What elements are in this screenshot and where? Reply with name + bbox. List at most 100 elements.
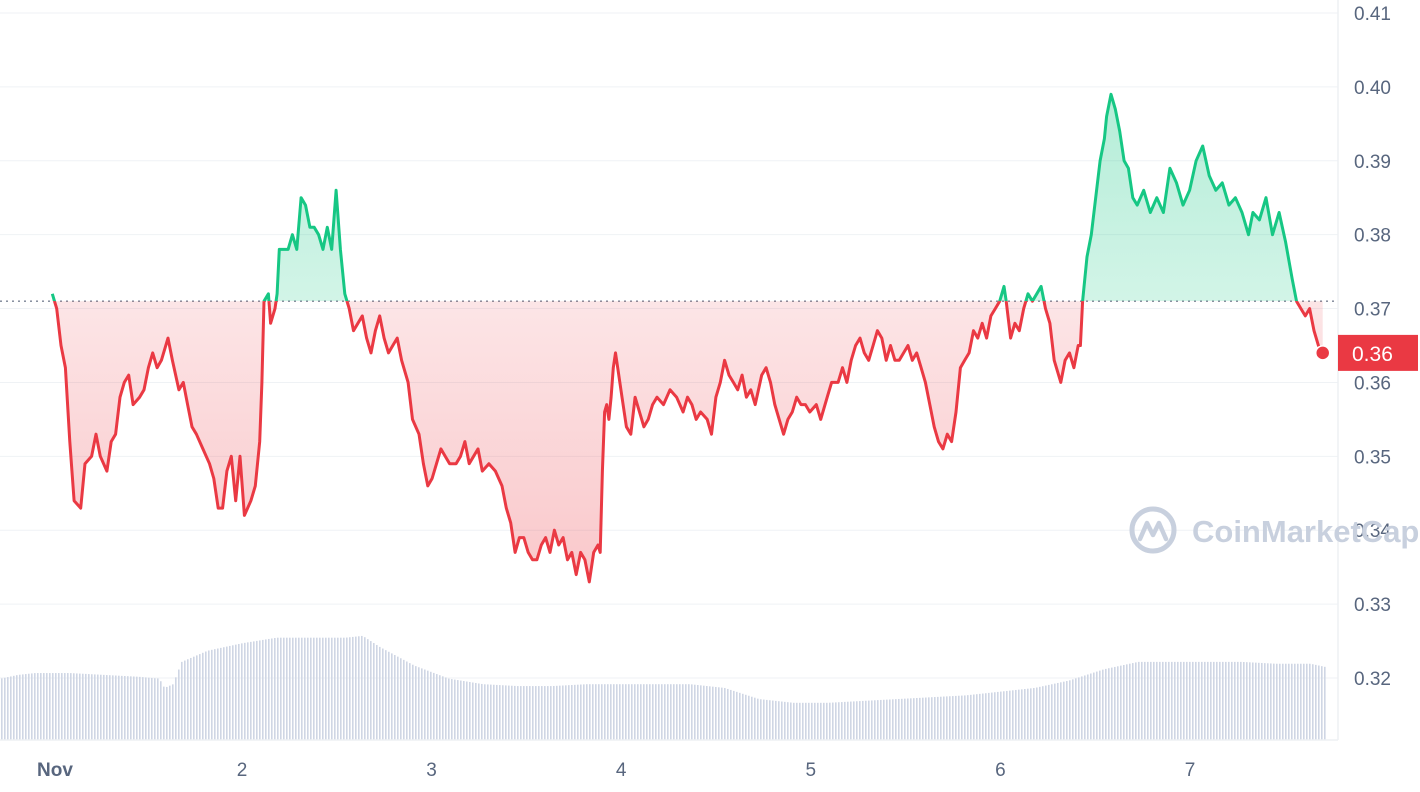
volume-bar	[1324, 666, 1326, 740]
volume-bar	[1243, 661, 1245, 740]
volume-bar	[1120, 665, 1122, 740]
volume-bar	[508, 685, 510, 740]
volume-bar	[1222, 661, 1224, 740]
volume-bar	[280, 637, 282, 740]
volume-bar	[298, 637, 300, 740]
volume-bar	[811, 702, 813, 740]
volume-bar	[22, 674, 24, 740]
volume-bar	[310, 637, 312, 740]
volume-bar	[712, 686, 714, 740]
volume-bar	[1039, 686, 1041, 740]
volume-bar	[1141, 661, 1143, 740]
volume-bar	[148, 677, 150, 740]
volume-bar	[1303, 663, 1305, 740]
volume-bar	[799, 702, 801, 740]
volume-bar	[1042, 686, 1044, 740]
volume-bar	[301, 637, 303, 740]
volume-bar	[220, 647, 222, 740]
volume-bar	[379, 646, 381, 740]
volume-bar	[583, 684, 585, 740]
area-above-baseline	[52, 94, 1297, 302]
volume-bar	[868, 700, 870, 740]
volume-bar	[85, 673, 87, 740]
volume-bar	[418, 667, 420, 740]
volume-bar	[826, 702, 828, 740]
volume-bar	[739, 692, 741, 740]
volume-bar	[1, 678, 3, 740]
volume-bar	[181, 661, 183, 740]
volume-bar	[808, 702, 810, 740]
volume-bar	[667, 684, 669, 740]
volume-bar	[253, 641, 255, 740]
volume-bar	[574, 684, 576, 740]
volume-bar	[319, 637, 321, 740]
volume-bar	[1318, 665, 1320, 740]
volume-bar	[652, 684, 654, 740]
volume-bar	[286, 637, 288, 740]
volume-bar	[400, 658, 402, 740]
volume-bar	[883, 699, 885, 740]
volume-bar	[1279, 663, 1281, 740]
volume-bar	[1030, 688, 1032, 740]
volume-bar	[829, 702, 831, 740]
volume-bar	[931, 697, 933, 740]
y-tick-label: 0.40	[1354, 78, 1391, 99]
volume-bar	[283, 637, 285, 740]
volume-bar	[1063, 681, 1065, 740]
volume-bar	[994, 692, 996, 740]
y-tick-label: 0.38	[1354, 226, 1391, 247]
volume-bar	[496, 684, 498, 740]
volume-bar	[844, 701, 846, 740]
y-tick-label: 0.41	[1354, 4, 1391, 25]
volume-bar	[547, 686, 549, 740]
volume-bar	[67, 673, 69, 740]
volume-bar	[424, 669, 426, 740]
volume-bar	[448, 678, 450, 740]
volume-bar	[13, 675, 15, 740]
volume-bar	[34, 673, 36, 740]
volume-bar	[1210, 661, 1212, 740]
volume-bar	[1090, 673, 1092, 740]
volume-bar	[1306, 663, 1308, 740]
volume-bar	[1126, 664, 1128, 740]
volume-bar	[586, 684, 588, 740]
volume-bar	[604, 684, 606, 740]
volume-bar	[802, 702, 804, 740]
volume-bar	[1114, 666, 1116, 740]
volume-bar	[1084, 675, 1086, 740]
volume-bar	[850, 701, 852, 740]
volume-bar	[331, 637, 333, 740]
volume-bar	[682, 684, 684, 740]
volume-bar	[70, 673, 72, 740]
area-below-baseline	[52, 301, 1323, 582]
volume-bar	[427, 670, 429, 740]
volume-bar	[1012, 690, 1014, 740]
volume-bar	[847, 701, 849, 740]
volume-bar	[601, 684, 603, 740]
volume-bar	[835, 702, 837, 740]
volume-bar	[778, 701, 780, 740]
current-price-dot	[1314, 345, 1331, 361]
volume-bar	[1102, 669, 1104, 740]
volume-bar	[895, 699, 897, 740]
volume-bar	[670, 684, 672, 740]
volume-bar	[922, 697, 924, 740]
volume-bar	[340, 637, 342, 740]
x-axis-ticks: Nov 2 3 4 5 6 7	[37, 760, 1195, 781]
volume-bar	[121, 675, 123, 740]
volume-bar	[775, 700, 777, 740]
volume-bar	[1249, 662, 1251, 740]
volume-bar	[526, 686, 528, 740]
volume-bar	[46, 673, 48, 740]
volume-bar	[28, 673, 30, 740]
volume-bar	[1081, 676, 1083, 740]
volume-bar	[1201, 661, 1203, 740]
volume-bar	[1096, 671, 1098, 740]
volume-bar	[1111, 667, 1113, 740]
volume-bar	[736, 691, 738, 740]
volume-bar	[343, 637, 345, 740]
volume-bar	[592, 684, 594, 740]
volume-bar	[790, 702, 792, 740]
volume-bar	[637, 684, 639, 740]
volume-bar	[7, 677, 9, 740]
